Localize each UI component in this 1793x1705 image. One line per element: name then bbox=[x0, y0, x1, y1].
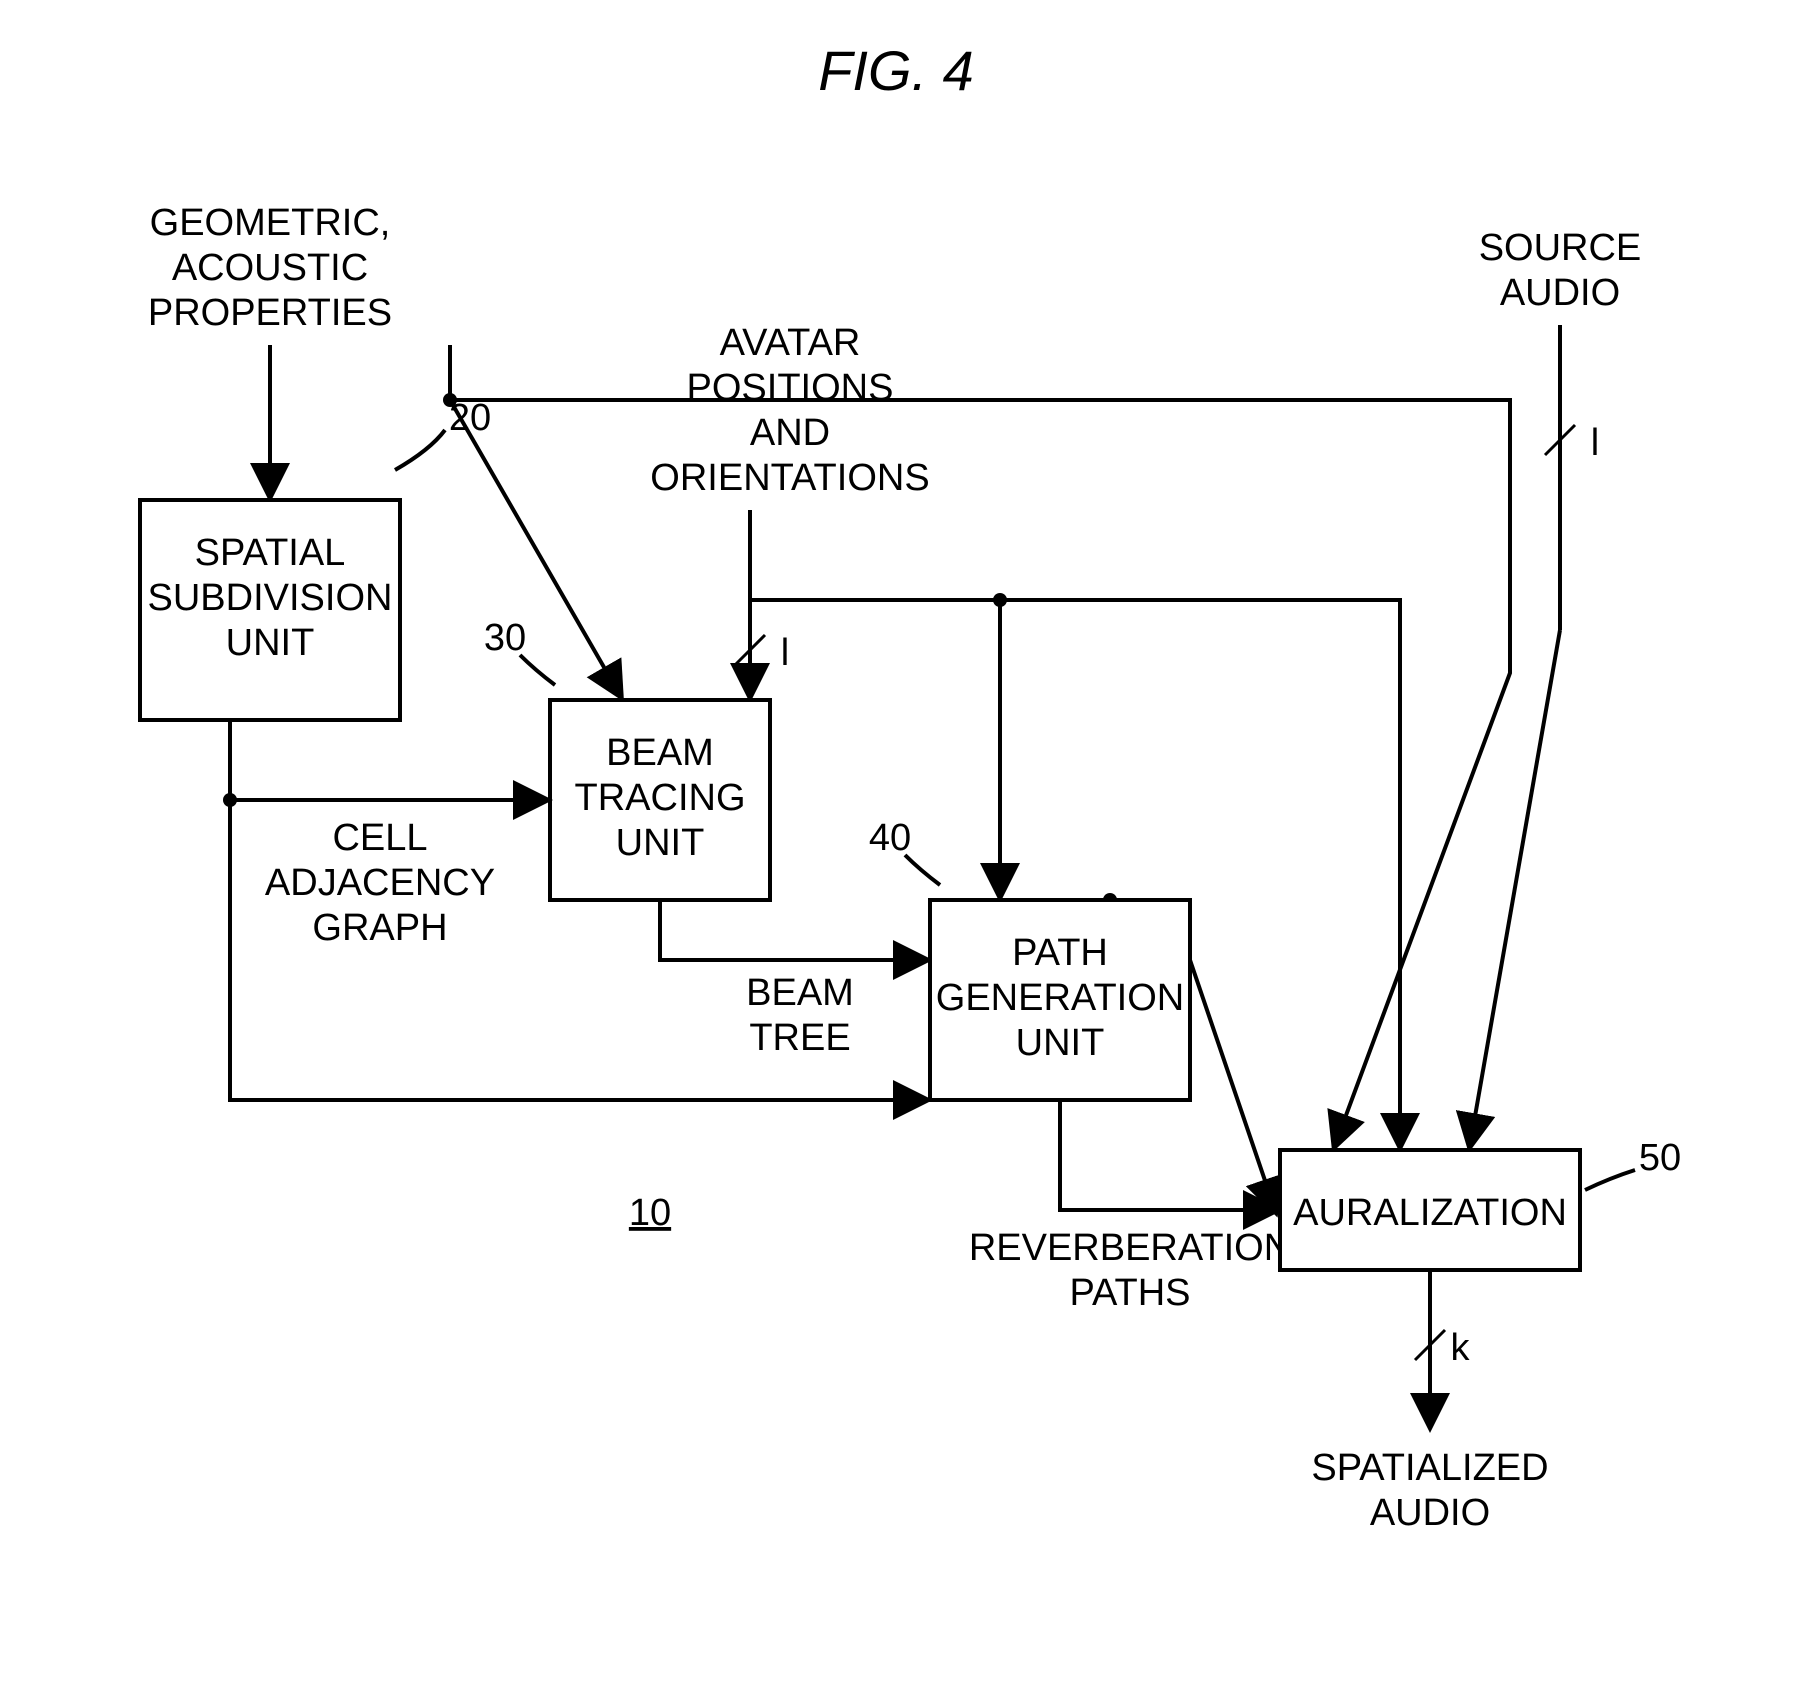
figure-title: FIG. 4 bbox=[818, 39, 974, 102]
output-spatialized-label: SPATIALIZED AUDIO bbox=[1311, 1447, 1548, 1534]
beam-line3: UNIT bbox=[616, 822, 705, 864]
label-cell-adjacency: CELL ADJACENCY GRAPH bbox=[265, 817, 495, 949]
ref-50-leader bbox=[1585, 1170, 1635, 1190]
beam-line1: BEAM bbox=[606, 732, 714, 774]
ref-20: 20 bbox=[449, 397, 491, 439]
edge-source-audio-to-auralization bbox=[1470, 630, 1560, 1145]
input-geometric-label: GEOMETRIC, ACOUSTIC PROPERTIES bbox=[148, 202, 392, 334]
spatial-line2: SUBDIVISION bbox=[148, 577, 393, 619]
svg-text:SOURCE: SOURCE bbox=[1479, 227, 1642, 269]
source-mult-l: l bbox=[1591, 422, 1599, 464]
edge-spatial-to-beam bbox=[230, 720, 545, 800]
path-line1: PATH bbox=[1012, 932, 1108, 974]
svg-text:AUDIO: AUDIO bbox=[1500, 272, 1620, 314]
edge-beam-to-pathgen bbox=[660, 900, 925, 960]
svg-text:GRAPH: GRAPH bbox=[312, 907, 447, 949]
svg-text:ORIENTATIONS: ORIENTATIONS bbox=[650, 457, 929, 499]
auralization-line1: AURALIZATION bbox=[1293, 1192, 1567, 1234]
edge-pathtop-to-auralization bbox=[1190, 960, 1275, 1210]
svg-text:ADJACENCY: ADJACENCY bbox=[265, 862, 495, 904]
svg-text:AND: AND bbox=[750, 412, 830, 454]
svg-text:TREE: TREE bbox=[749, 1017, 850, 1059]
input-avatar-label: AVATAR POSITIONS AND ORIENTATIONS bbox=[650, 322, 929, 499]
ref-30: 30 bbox=[484, 617, 526, 659]
path-line3: UNIT bbox=[1016, 1022, 1105, 1064]
svg-text:ACOUSTIC: ACOUSTIC bbox=[172, 247, 368, 289]
ref-20-leader bbox=[395, 430, 445, 470]
ref-40: 40 bbox=[869, 817, 911, 859]
svg-text:PATHS: PATHS bbox=[1069, 1272, 1190, 1314]
beam-line2: TRACING bbox=[575, 777, 746, 819]
label-beam-tree: BEAM TREE bbox=[746, 972, 854, 1059]
output-mult-k: k bbox=[1451, 1327, 1471, 1369]
label-reverberation-paths: REVERBERATION PATHS bbox=[969, 1227, 1291, 1314]
svg-text:POSITIONS: POSITIONS bbox=[687, 367, 894, 409]
svg-text:REVERBERATION: REVERBERATION bbox=[969, 1227, 1291, 1269]
svg-text:SPATIALIZED: SPATIALIZED bbox=[1311, 1447, 1548, 1489]
ref-50: 50 bbox=[1639, 1137, 1681, 1179]
avatar-mult-l: l bbox=[781, 632, 789, 674]
svg-text:BEAM: BEAM bbox=[746, 972, 854, 1014]
ref-30-leader bbox=[520, 655, 555, 685]
svg-text:PROPERTIES: PROPERTIES bbox=[148, 292, 392, 334]
edge-geometric-to-beam bbox=[450, 400, 620, 695]
svg-text:AVATAR: AVATAR bbox=[720, 322, 861, 364]
input-source-audio-label: SOURCE AUDIO bbox=[1479, 227, 1642, 314]
spatial-line1: SPATIAL bbox=[195, 532, 346, 574]
path-line2: GENERATION bbox=[936, 977, 1184, 1019]
ref-40-leader bbox=[905, 855, 940, 885]
svg-text:GEOMETRIC,: GEOMETRIC, bbox=[150, 202, 391, 244]
spatial-line3: UNIT bbox=[226, 622, 315, 664]
svg-text:AUDIO: AUDIO bbox=[1370, 1492, 1490, 1534]
diagram-canvas: FIG. 4 GEOMETRIC, ACOUSTIC PROPERTIES 20… bbox=[0, 0, 1793, 1705]
system-label: 10 bbox=[629, 1192, 671, 1234]
svg-text:CELL: CELL bbox=[332, 817, 427, 859]
